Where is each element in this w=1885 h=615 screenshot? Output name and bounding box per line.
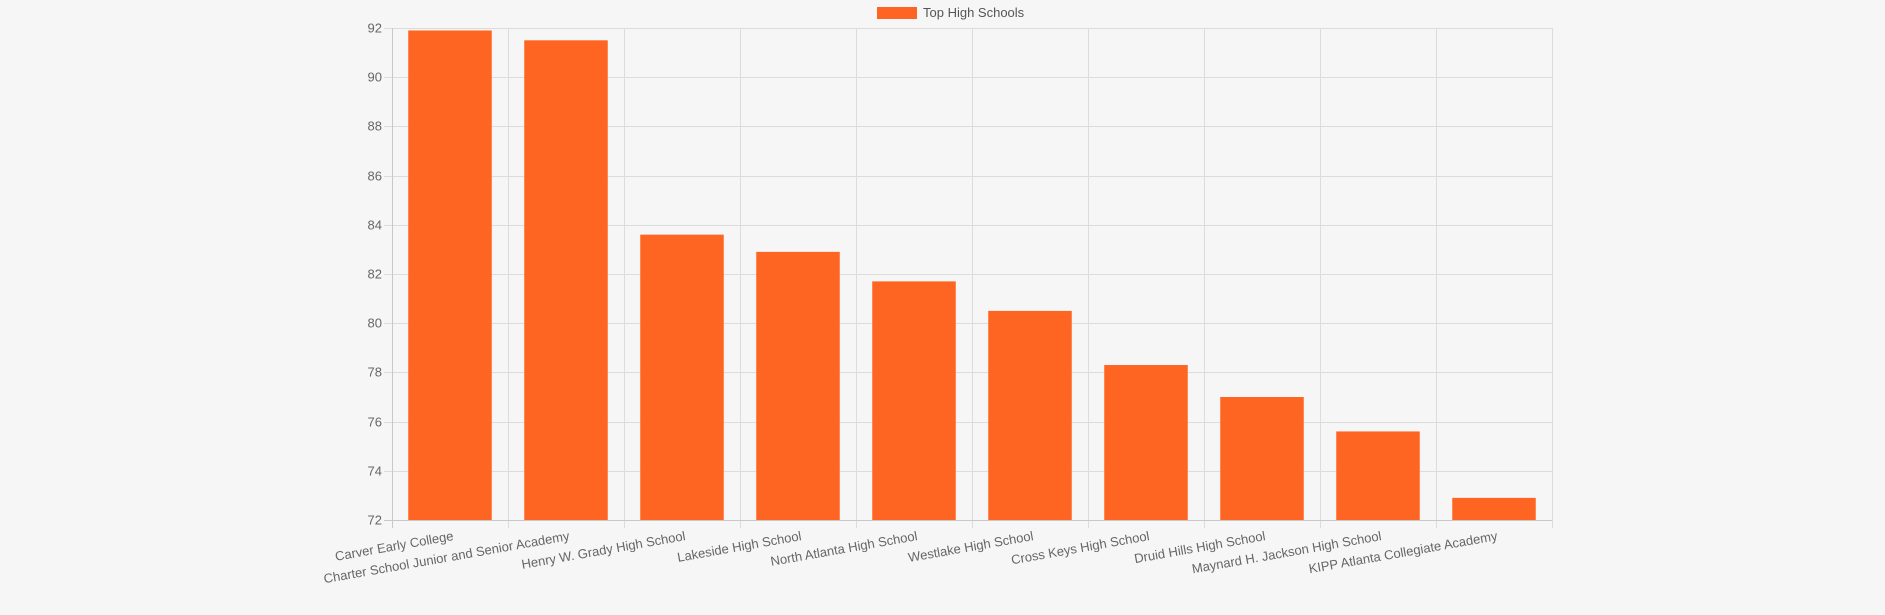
bar[interactable] [988,310,1072,520]
bar[interactable] [1220,397,1304,520]
y-tick-label: 88 [368,119,382,134]
bars [408,30,1536,521]
legend-swatch[interactable] [877,7,917,19]
bar[interactable] [1104,365,1188,520]
bar[interactable] [1336,431,1420,520]
y-tick-label: 78 [368,365,382,380]
axes [384,28,1552,528]
legend-label[interactable]: Top High Schools [923,5,1025,20]
bar[interactable] [756,251,840,521]
bar[interactable] [640,234,724,520]
y-tick-label: 84 [368,218,382,233]
y-tick-label: 92 [368,21,382,36]
y-axis-ticks: 72 74 76 78 80 82 84 86 88 90 92 [368,21,382,528]
y-tick-label: 72 [368,513,382,528]
y-tick-label: 90 [368,70,382,85]
y-tick-label: 86 [368,169,382,184]
bar[interactable] [408,30,492,521]
y-tick-label: 76 [368,415,382,430]
y-tick-label: 80 [368,316,382,331]
y-tick-label: 82 [368,267,382,282]
bar[interactable] [1452,497,1536,520]
bar[interactable] [872,281,956,520]
legend[interactable]: Top High Schools [877,5,1025,20]
bar[interactable] [524,40,608,521]
y-tick-label: 74 [368,464,382,479]
